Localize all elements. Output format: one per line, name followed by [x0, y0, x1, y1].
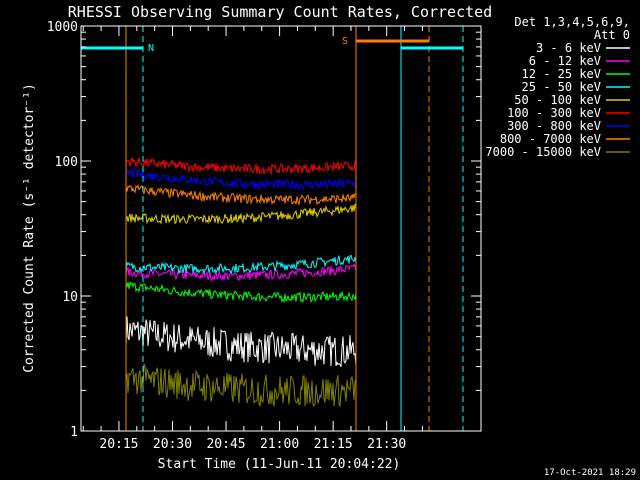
legend-label: 25 - 50 keV — [522, 80, 601, 94]
series-line — [125, 262, 357, 282]
chart-title: RHESSI Observing Summary Count Rates, Co… — [68, 3, 492, 21]
legend-label: 100 - 300 keV — [507, 106, 601, 120]
footer-date: 17-Oct-2021 18:29 — [544, 468, 636, 478]
series-line — [125, 280, 357, 304]
x-tick-label: 21:00 — [260, 437, 299, 452]
legend-label: 3 - 6 keV — [536, 41, 601, 55]
legend-label: 800 - 7000 keV — [500, 132, 601, 146]
y-tick-label: 10 — [62, 290, 78, 305]
y-tick-label: 100 — [55, 155, 78, 170]
plot-frame — [80, 25, 482, 432]
x-axis-label: Start Time (11-Jun-11 20:04:22) — [158, 457, 401, 472]
y-tick-label: 1000 — [47, 20, 78, 35]
series-line — [125, 316, 357, 367]
legend-label: 12 - 25 keV — [522, 67, 601, 81]
x-tick-label: 21:15 — [314, 437, 353, 452]
x-tick-label: 20:45 — [206, 437, 245, 452]
series-line — [125, 203, 357, 225]
legend-header-line-2: Att 0 — [594, 28, 630, 42]
legend-label: 7000 - 15000 keV — [485, 145, 601, 159]
series-line — [125, 157, 357, 176]
series-layer — [125, 157, 357, 431]
y-axis-label: Corrected Count Rate (s⁻¹ detector⁻¹) — [22, 83, 37, 373]
series-line — [125, 184, 357, 206]
x-tick-label: 20:30 — [153, 437, 192, 452]
marker-layer: NS — [80, 26, 464, 431]
legend-label: 50 - 100 keV — [514, 93, 601, 107]
marker-label: S — [342, 36, 348, 47]
series-line — [125, 254, 357, 276]
legend-label: 6 - 12 keV — [529, 54, 601, 68]
legend-header-line-1: Det 1,3,4,5,6,9, — [514, 15, 630, 29]
axis-layer: 1 10 100 1000 20:15 20:30 20:45 21:00 21:15 21:30 — [47, 20, 481, 452]
x-tick-label: 21:30 — [367, 437, 406, 452]
x-tick-label: 20:15 — [99, 437, 138, 452]
y-tick-label: 1 — [70, 425, 78, 440]
marker-label: N — [148, 43, 154, 54]
series-line — [125, 168, 357, 191]
series-line — [125, 363, 357, 408]
legend-label: 300 - 800 keV — [507, 119, 601, 133]
